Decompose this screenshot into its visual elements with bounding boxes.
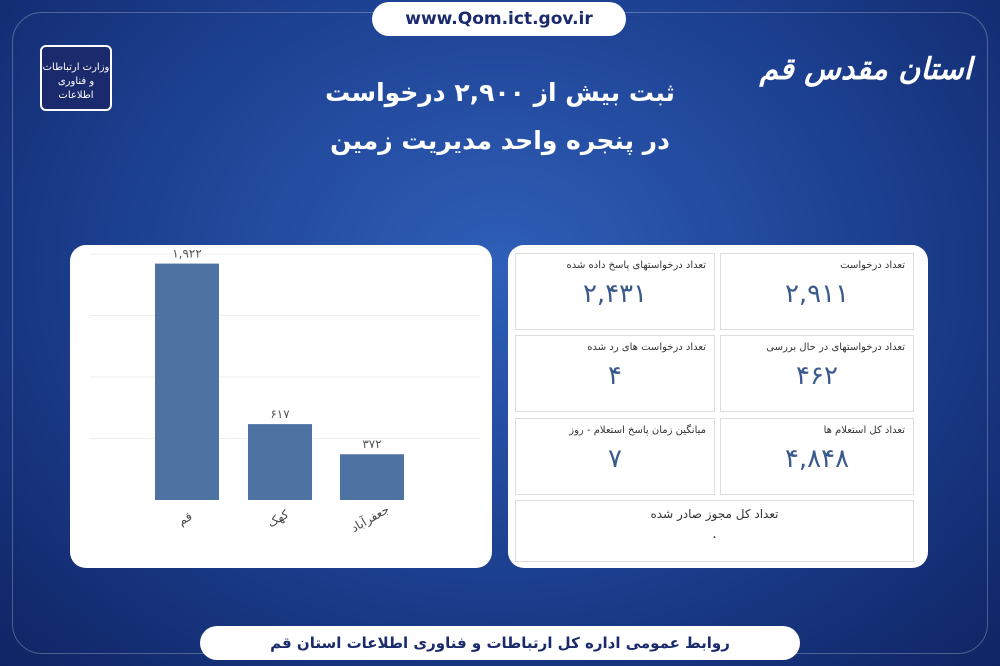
bar (340, 454, 404, 500)
x-tick-label: کهک (265, 507, 291, 530)
card-value: ۲,۴۳۱ (582, 279, 648, 309)
bar (248, 424, 312, 500)
card-title: میانگین زمان پاسخ استعلام - روز (569, 425, 706, 436)
stat-card[interactable]: تعداد کل مجوز صادر شده ۰ (515, 500, 914, 562)
bar (155, 263, 219, 500)
card-title: تعداد درخواست های رد شده (587, 342, 706, 353)
chart: ۱,۹۲۲ قم ۶۱۷ کهک ۳۷۲ جعفرآباد (90, 247, 480, 536)
title: ثبت بیش از ۲,۹۰۰ درخواست (325, 78, 675, 107)
stat-card[interactable]: تعداد درخواستهای پاسخ داده شده ۲,۴۳۱ (515, 253, 715, 330)
stat-card[interactable]: تعداد درخواستهای در حال بررسی ۴۶۲ (720, 335, 914, 412)
card-title: تعداد کل مجوز صادر شده (650, 507, 779, 521)
card-value: ۷ (608, 444, 622, 474)
footer: روابط عمومی اداره کل ارتباطات و فناوری ا… (200, 626, 800, 660)
x-tick-label: جعفرآباد (348, 501, 392, 536)
card-title: تعداد درخواستهای پاسخ داده شده (566, 260, 706, 271)
stat-card[interactable]: میانگین زمان پاسخ استعلام - روز ۷ (515, 418, 715, 495)
chart-panel: ۱,۹۲۲ قم ۶۱۷ کهک ۳۷۲ جعفرآباد (70, 245, 492, 568)
card-value: ۰ (710, 529, 719, 545)
value-label: ۱,۹۲۲ (172, 247, 202, 261)
stat-card[interactable]: تعداد کل استعلام ها ۴,۸۴۸ (720, 418, 914, 495)
stat-card[interactable]: تعداد درخواست ۲,۹۱۱ (720, 253, 914, 330)
card-value: ۲,۹۱۱ (784, 279, 850, 309)
card-title: تعداد کل استعلام ها (823, 425, 905, 436)
ministry-logo: وزارت ارتباطات و فناوری اطلاعات (40, 45, 112, 111)
card-value: ۴,۸۴۸ (784, 444, 850, 474)
card-value: ۴۶۲ (796, 361, 838, 391)
card-title: تعداد درخواستهای در حال بررسی (766, 342, 905, 353)
cards-panel: تعداد درخواست ۲,۹۱۱ تعداد درخواستهای پاسخ … (508, 245, 928, 568)
card-value: ۴ (608, 361, 622, 391)
stat-card[interactable]: تعداد درخواست های رد شده ۴ (515, 335, 715, 412)
brand: استان مقدس قم (759, 52, 972, 87)
value-label: ۳۷۲ (362, 437, 381, 451)
title: در پنجره واحد مدیریت زمین (330, 126, 670, 155)
value-label: ۶۱۷ (270, 407, 290, 421)
url[interactable]: www.Qom.ict.gov.ir (372, 2, 626, 36)
card-title: تعداد درخواست (840, 260, 905, 271)
x-tick-label: قم (176, 509, 195, 528)
